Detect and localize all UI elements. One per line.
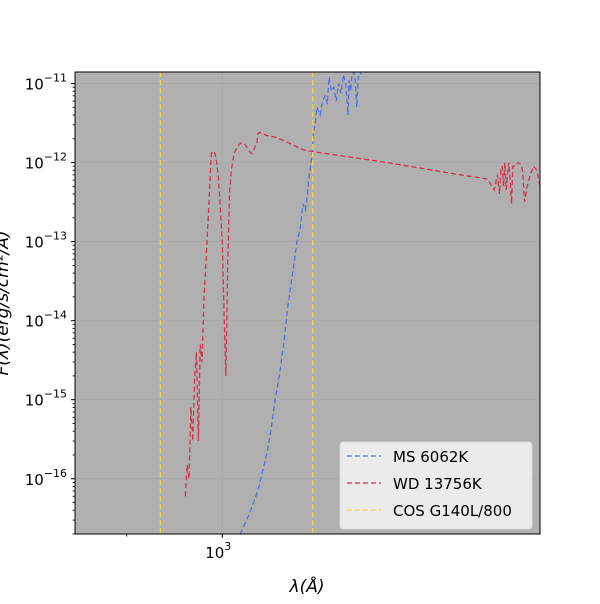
y-tick-label: 10−12 [25, 151, 67, 173]
series-line-0 [239, 72, 362, 534]
series-layer [159, 72, 540, 534]
grid-lines [75, 72, 540, 534]
y-tick-label: 10−13 [25, 230, 67, 252]
y-tick-label: 10−16 [25, 467, 67, 489]
x-tick-label: 103 [205, 540, 231, 562]
legend-label: COS G140L/800 [393, 502, 512, 520]
legend-label: MS 6062K [393, 448, 469, 466]
axis-ticks: 10−16 10−15 10−14 10−13 10−12 10−11 103 [25, 72, 232, 562]
plot-frame [74, 71, 541, 535]
y-tick-label: 10−15 [25, 388, 67, 410]
y-axis-label: F(λ)(erg/s/cm²/Å) [0, 231, 13, 376]
y-tick-label: 10−11 [25, 72, 67, 94]
series-line-1 [184, 131, 540, 497]
legend: MS 6062K WD 13756K COS G140L/800 [339, 441, 533, 530]
legend-label: WD 13756K [393, 475, 483, 493]
legend-box [339, 441, 533, 530]
y-tick-label: 10−14 [25, 309, 67, 331]
x-axis-label: λ(Å) [289, 575, 325, 597]
